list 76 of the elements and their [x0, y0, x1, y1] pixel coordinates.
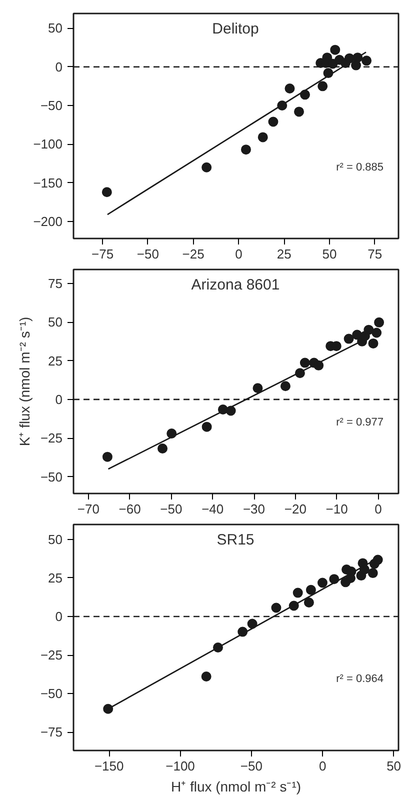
point — [318, 81, 328, 92]
point — [344, 334, 354, 344]
y-tick-label: −25 — [40, 648, 63, 663]
y-tick-label: 25 — [48, 353, 63, 368]
y-tick-label: 50 — [48, 314, 63, 330]
text: Arizona 8601 — [191, 276, 280, 294]
y-tick-label: 50 — [48, 532, 63, 547]
y-tick-label: −150 — [33, 175, 63, 190]
x-tick-label: 0 — [235, 246, 242, 262]
y-tick-label: −200 — [33, 214, 63, 229]
y-tick-label: −25 — [40, 430, 63, 446]
x-tick-label: 0 — [374, 502, 382, 516]
x-tick-label: 25 — [276, 246, 292, 262]
point — [284, 84, 295, 94]
y-axis-title: K⁺ flux (nmol m⁻² s⁻¹) — [16, 316, 32, 446]
point — [258, 132, 268, 142]
x-tick-label: 75 — [368, 246, 382, 262]
point — [280, 381, 290, 392]
point — [372, 328, 382, 338]
x-tick-label: −25 — [182, 246, 204, 262]
y-tick-label: 25 — [48, 570, 63, 586]
point — [292, 588, 303, 598]
point — [102, 187, 112, 198]
x-tick-label: −60 — [118, 502, 141, 516]
y-tick-label: −75 — [40, 724, 63, 740]
point — [158, 443, 168, 454]
annotation: r² = 0.977 — [336, 416, 384, 429]
annotation: r² = 0.964 — [336, 672, 384, 685]
x-tick-label: −30 — [242, 502, 266, 516]
point — [202, 162, 212, 172]
text: Delitop — [212, 20, 259, 38]
x-tick-label: 50 — [386, 758, 401, 774]
annotation: r² = 0.885 — [336, 161, 384, 174]
point — [304, 598, 314, 608]
point — [372, 554, 383, 565]
x-tick-label: 50 — [322, 246, 337, 262]
y-tick-label: 75 — [48, 276, 63, 291]
x-tick-label: 0 — [319, 758, 326, 774]
point — [240, 144, 251, 155]
point — [252, 383, 263, 394]
y-tick-label: −100 — [33, 136, 63, 152]
y-tick-label: 0 — [55, 609, 63, 624]
point — [294, 106, 304, 117]
x-tick-label: −100 — [166, 758, 195, 774]
point — [374, 317, 384, 328]
y-tick-label: 50 — [48, 20, 63, 36]
point — [368, 338, 378, 348]
point — [103, 704, 114, 714]
x-tick-label: −50 — [240, 758, 262, 774]
point — [306, 584, 316, 595]
point — [268, 116, 278, 127]
x-tick-label: −10 — [326, 502, 348, 516]
y-tick-label: 0 — [55, 59, 63, 74]
x-tick-label: −75 — [92, 246, 114, 262]
point — [364, 324, 374, 335]
y-tick-label: −50 — [40, 469, 63, 484]
point — [300, 358, 310, 368]
x-axis-title: H⁺ flux (nmol m⁻² s⁻¹) — [170, 778, 302, 794]
point — [102, 452, 112, 462]
x-tick-label: −20 — [284, 502, 306, 516]
x-tick-label: −40 — [202, 502, 224, 516]
point — [368, 568, 378, 578]
x-tick-label: −50 — [160, 502, 182, 516]
point — [330, 44, 340, 55]
y-tick-label: −50 — [40, 686, 63, 702]
y-tick-label: −50 — [40, 98, 63, 114]
point — [317, 578, 328, 588]
point — [202, 422, 212, 432]
y-tick-label: 0 — [55, 392, 63, 407]
x-tick-label: −70 — [77, 502, 100, 516]
x-tick-label: −50 — [136, 246, 159, 262]
point — [271, 602, 282, 613]
point — [362, 56, 372, 66]
x-tick-label: −150 — [94, 758, 124, 774]
text: SR15 — [216, 532, 254, 548]
point — [201, 672, 212, 682]
